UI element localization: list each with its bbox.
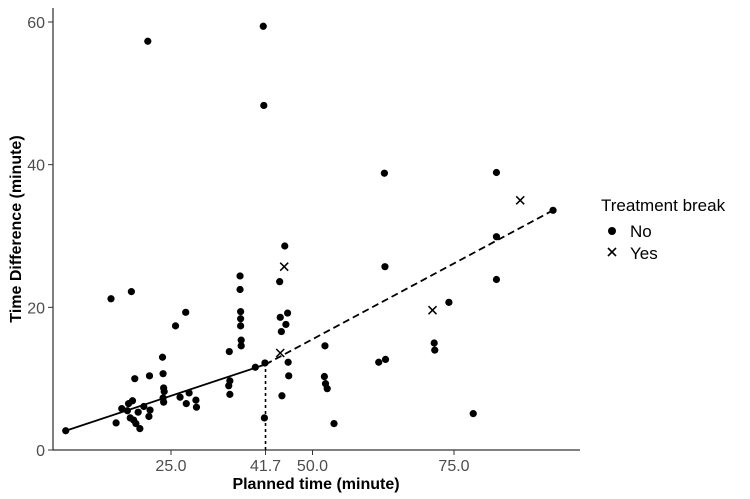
point-no [330,420,338,428]
y-tick-label: 0 [36,443,45,460]
point-yes [275,348,285,358]
point-no [144,37,152,45]
x-tick-label: 25.0 [155,458,186,475]
point-no [145,412,153,421]
point-no [284,358,292,366]
point-no [182,400,190,408]
legend-label-no: No [630,222,652,241]
point-no [431,346,439,354]
point-no [380,169,388,177]
point-no [469,410,477,418]
legend: Treatment break No Yes [601,196,726,263]
point-no [260,414,268,422]
y-tick-label: 60 [27,15,45,32]
y-axis-ticks: 0 20 40 60 [27,15,53,460]
point-no [445,298,453,306]
x-axis-ticks: 25.0 41.7 50.0 75.0 [155,450,470,475]
point-no [225,347,233,356]
point-no [192,396,200,404]
point-no [276,278,284,286]
point-no [185,389,193,397]
point-no [140,402,148,411]
point-no [182,308,190,316]
point-no [118,405,126,413]
legend-marker-no [608,227,616,235]
point-no [131,375,139,383]
point-no [62,427,70,435]
legend-label-yes: Yes [630,244,658,263]
point-no [260,101,268,110]
point-no [160,398,168,406]
point-no [375,358,383,366]
point-no [192,403,201,411]
point-no [176,393,184,401]
point-no [107,295,115,303]
point-no [159,370,167,378]
point-no [282,320,290,329]
point-no [283,309,292,317]
point-yes [427,305,438,315]
point-no [226,377,234,385]
x-axis-title: Planned time (minute) [232,476,399,493]
point-no [237,315,245,323]
fit-line-dashed [265,209,554,366]
point-no [381,263,389,271]
point-no [278,392,286,400]
x-tick-label: 75.0 [438,458,469,475]
legend-marker-yes [607,247,617,257]
point-no [237,342,245,350]
x-tick-label: 50.0 [297,458,328,475]
y-tick-label: 40 [27,158,45,175]
point-yes [515,195,525,205]
point-no [160,387,168,396]
point-no [236,272,244,280]
point-no [237,308,245,316]
point-no [132,420,140,428]
point-no [127,288,135,296]
point-no [128,397,137,405]
point-no [323,385,331,393]
point-no [145,372,154,380]
data-points [62,22,557,435]
point-no [158,353,167,361]
point-no [236,285,244,294]
point-no [171,322,180,330]
fit-lines [65,209,554,432]
point-yes [279,262,289,272]
point-no [251,363,259,371]
point-no [381,355,390,364]
y-axis-title: Time Difference (minute) [8,135,25,322]
point-no [136,425,144,433]
point-no [237,322,245,330]
point-no [237,336,245,344]
x-tick-label: 41.7 [250,458,281,475]
point-no [226,390,234,398]
y-tick-label: 20 [27,300,45,317]
point-no [112,419,120,427]
point-no [321,342,329,350]
point-no [320,372,328,381]
point-no [281,242,289,250]
point-no [492,233,501,241]
point-no [285,372,293,380]
point-no [549,206,557,214]
point-no [492,275,501,284]
point-no [261,359,269,367]
point-no [259,22,267,30]
point-no [277,327,285,336]
point-no [123,407,132,415]
point-no [134,408,142,416]
legend-title: Treatment break [601,196,726,215]
point-no [146,406,154,414]
point-no [276,313,284,321]
point-no [430,339,438,347]
point-no [492,168,501,177]
